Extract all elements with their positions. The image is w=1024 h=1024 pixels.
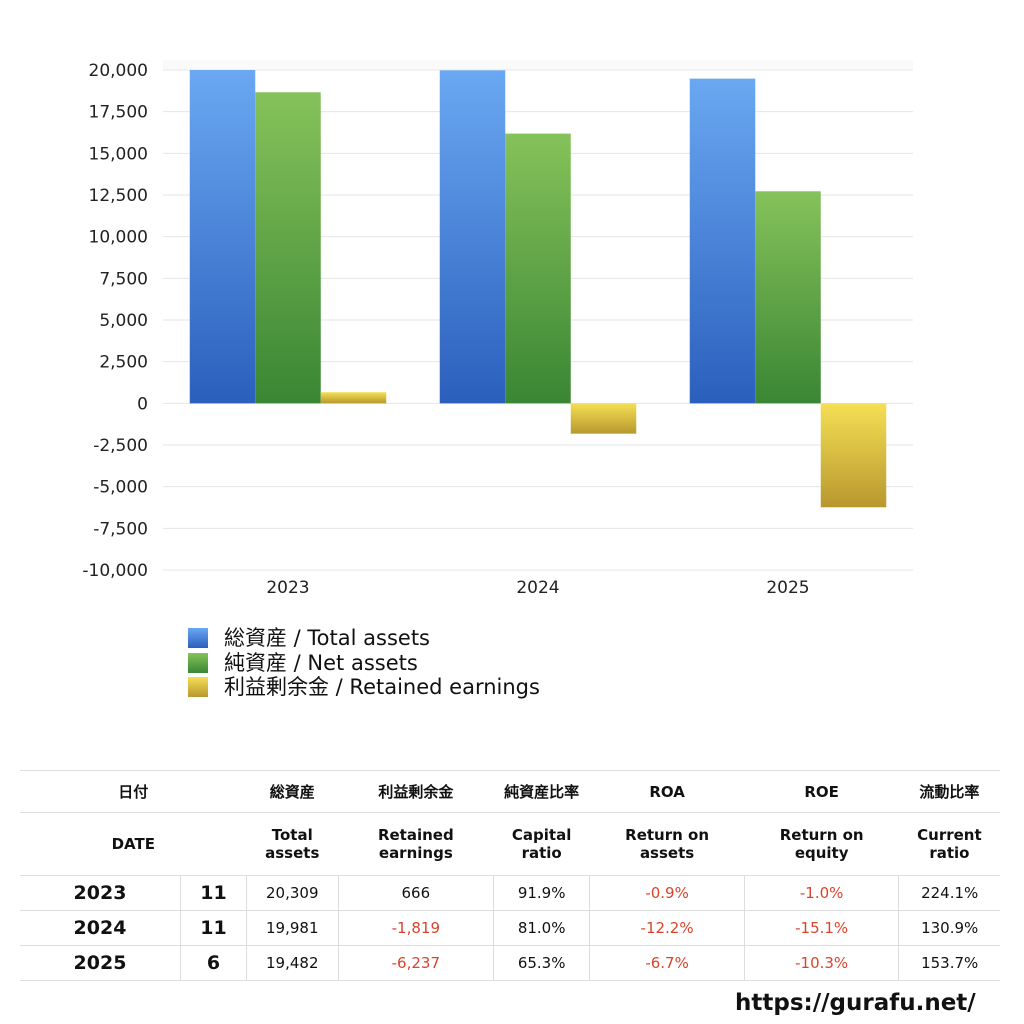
y-tick-label: -2,500: [93, 436, 148, 456]
header-date-en: DATE: [20, 812, 247, 876]
y-tick-label: 12,500: [89, 186, 148, 206]
header-en: Current ratio: [898, 812, 1000, 876]
header-jp: 流動比率: [898, 770, 1000, 813]
y-tick-label: 17,500: [89, 103, 148, 123]
bar-retained-earnings-2025: [820, 403, 887, 508]
row-month: 6: [180, 945, 247, 981]
header-jp: ROA: [589, 770, 745, 813]
legend-label: 利益剰余金 / Retained earnings: [224, 675, 540, 699]
table-cell: -0.9%: [589, 875, 745, 911]
header-en: Return on equity: [744, 812, 899, 876]
y-tick-label: 7,500: [99, 269, 148, 289]
y-tick-label: -10,000: [82, 561, 148, 581]
row-month: 11: [180, 910, 247, 946]
table-row: 2024 11 19,981 -1,819 81.0% -12.2% -15.1% 130.9…: [20, 910, 1000, 946]
table-cell: 65.3%: [493, 945, 591, 981]
y-tick-label: 2,500: [99, 353, 148, 373]
table-cell: 81.0%: [493, 910, 591, 946]
legend: 総資産 / Total assets 純資産 / Net assets 利益剰余…: [188, 626, 540, 700]
table-cell: 19,981: [246, 910, 339, 946]
table-cell: -1.0%: [743, 875, 900, 911]
header-en: Return on assets: [589, 812, 745, 876]
legend-label: 純資産 / Net assets: [224, 650, 418, 675]
bar-net-assets-2025: [755, 191, 821, 404]
bar-net-assets-2023: [255, 92, 321, 404]
header-jp: 総資産: [246, 770, 339, 813]
header-jp: 利益剰余金: [338, 770, 494, 813]
bar-total-assets-2024: [439, 70, 506, 404]
x-tick-label: 2023: [266, 578, 309, 598]
header-en: Capital ratio: [493, 812, 590, 876]
table-cell: -15.1%: [743, 910, 900, 946]
header-date-jp: 日付: [20, 770, 247, 813]
bar-net-assets-2024: [505, 133, 571, 404]
table-cell: 19,482: [246, 945, 339, 981]
table-cell: 153.7%: [898, 945, 1000, 981]
table-cell: -12.2%: [589, 910, 745, 946]
table-cell: -6.7%: [589, 945, 745, 981]
legend-swatch: [188, 677, 208, 698]
legend-label: 総資産 / Total assets: [224, 626, 430, 650]
row-year: 2023: [20, 875, 181, 911]
header-jp: ROE: [744, 770, 899, 813]
table-cell: -6,237: [337, 945, 495, 981]
table-row: 2025 6 19,482 -6,237 65.3% -6.7% -10.3% 153.7%: [20, 945, 1000, 981]
table-cell: 20,309: [246, 875, 339, 911]
financial-table: 日付 総資産 利益剰余金 純資産比率 ROA ROE 流動比率 DATE Tot…: [20, 770, 1000, 981]
y-tick-label: -7,500: [93, 519, 148, 539]
x-tick-label: 2025: [766, 578, 809, 598]
legend-swatch: [188, 652, 208, 673]
row-year: 2024: [20, 910, 181, 946]
legend-item-net-assets: 純資産 / Net assets: [188, 651, 540, 676]
bar-chart: 20,000 17,500 15,000 12,500 10,000 7,500 5,000…: [82, 60, 913, 598]
bar-retained-earnings-2024: [570, 403, 637, 434]
table-row: 2023 11 20,309 666 91.9% -0.9% -1.0% 224.1%: [20, 875, 1000, 911]
table-cell: -1,819: [337, 910, 495, 946]
legend-item-retained-earnings: 利益剰余金 / Retained earnings: [188, 675, 540, 700]
header-jp: 純資産比率: [493, 770, 590, 813]
table-cell: 666: [337, 875, 495, 911]
y-tick-label: 5,000: [99, 311, 148, 331]
y-tick-label: -5,000: [93, 478, 148, 498]
header-en: Total assets: [246, 812, 339, 876]
row-year: 2025: [20, 945, 181, 981]
header-en: Retained earnings: [338, 812, 494, 876]
y-tick-label: 15,000: [89, 144, 148, 164]
legend-item-total-assets: 総資産 / Total assets: [188, 626, 540, 651]
table-cell: 130.9%: [898, 910, 1000, 946]
row-month: 11: [180, 875, 247, 911]
table-cell: 224.1%: [898, 875, 1000, 911]
bar-total-assets-2025: [689, 78, 756, 404]
y-tick-label: 20,000: [89, 61, 148, 81]
bar-total-assets-2023: [189, 70, 256, 404]
x-tick-label: 2024: [516, 578, 559, 598]
site-url[interactable]: https://gurafu.net/: [735, 990, 976, 1016]
table-cell: 91.9%: [493, 875, 591, 911]
legend-swatch: [188, 628, 208, 649]
y-tick-label: 10,000: [89, 228, 148, 248]
y-tick-label: 0: [137, 394, 148, 414]
bar-retained-earnings-2023: [320, 392, 387, 404]
table-cell: -10.3%: [743, 945, 900, 981]
plot-top-band: [163, 60, 913, 70]
